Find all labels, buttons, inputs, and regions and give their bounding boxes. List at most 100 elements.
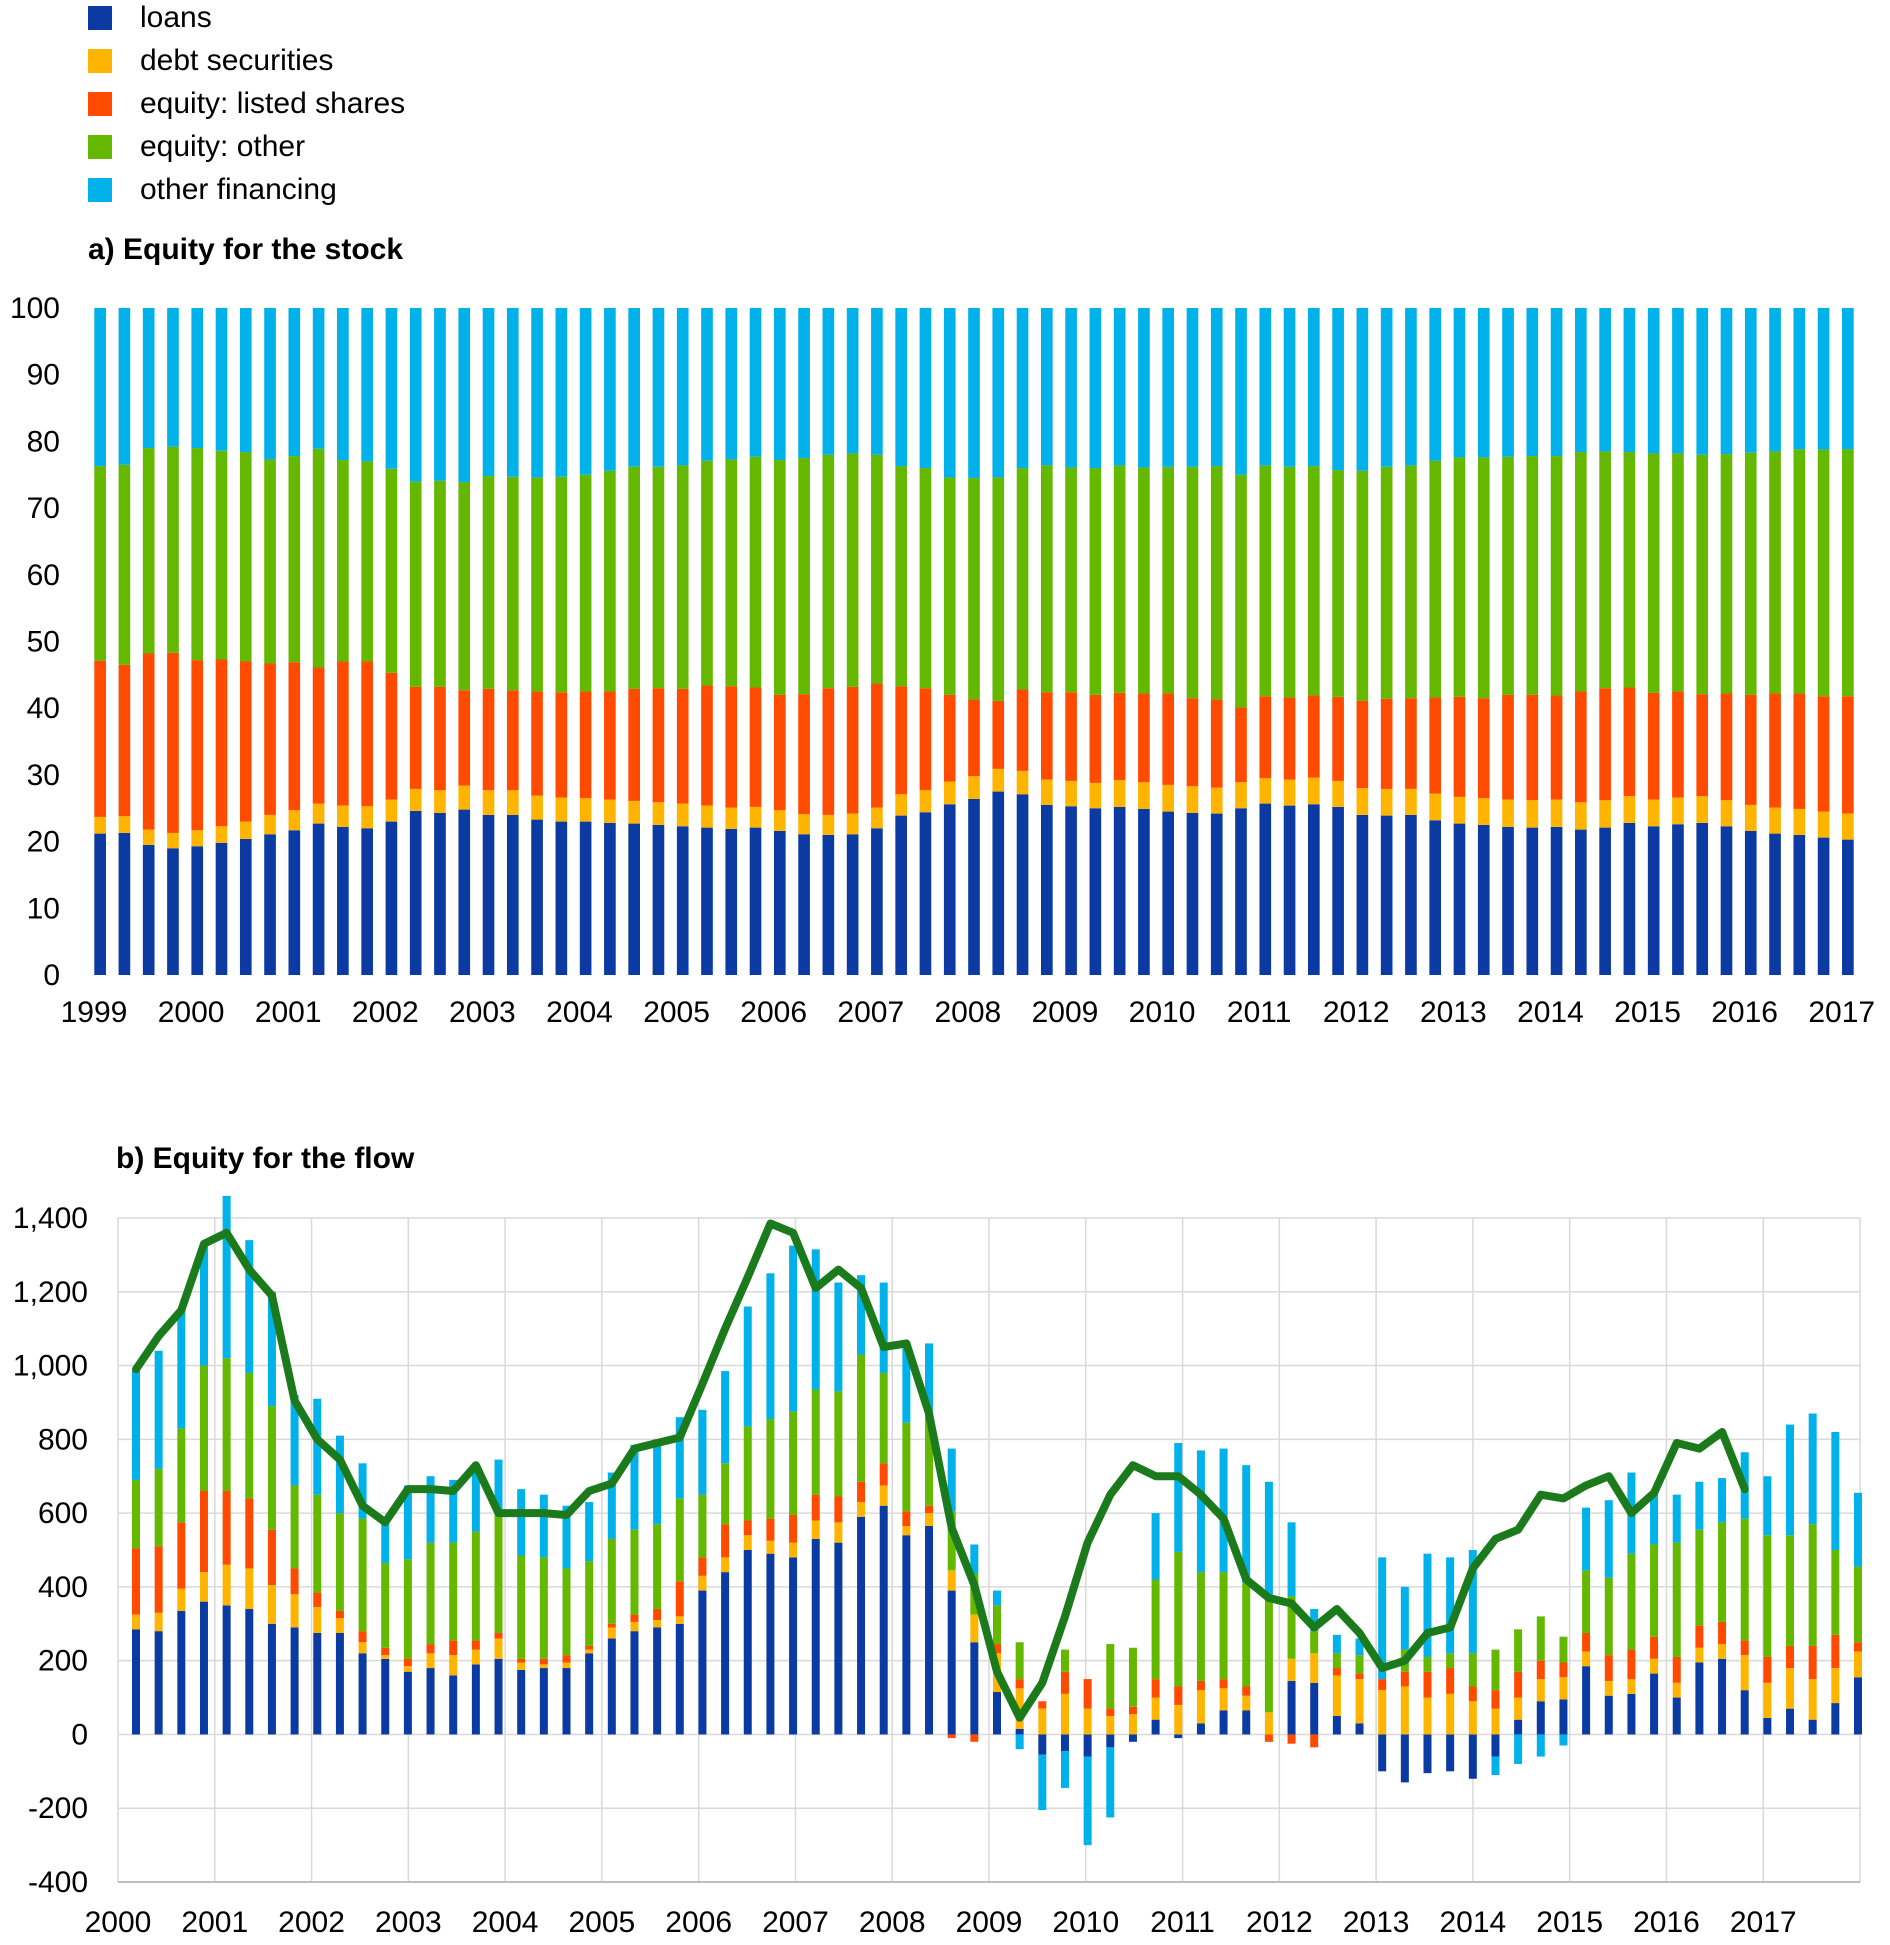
stock-bar-other-financing: [531, 308, 543, 478]
flow-bar-loans: [766, 1553, 775, 1735]
flow-bar-other-financing: [1106, 1747, 1115, 1818]
stock-bar-other-financing: [1575, 308, 1587, 453]
flow-bar-debt-securities: [1106, 1716, 1115, 1735]
stock-bar-equity-other: [919, 468, 932, 689]
flow-bar-other-financing: [471, 1465, 480, 1532]
flow-x-tick-label: 2013: [1343, 1906, 1410, 1939]
stock-bar-loans: [1647, 826, 1660, 975]
stock-bar-equity-listed-shares: [871, 683, 883, 808]
stock-bar-equity-listed-shares: [1744, 694, 1757, 805]
flow-bar-equity-other: [426, 1542, 435, 1645]
stock-bar-other-financing: [871, 308, 883, 455]
flow-y-tick-label: 1,000: [13, 1350, 88, 1383]
stock-bar-loans: [1308, 804, 1320, 975]
flow-bar-equity-listed-shares: [335, 1610, 344, 1619]
stock-bar-other-financing: [1113, 308, 1126, 466]
flow-bar-debt-securities: [426, 1653, 435, 1669]
stock-bar-other-financing: [1526, 308, 1539, 457]
stock-bar-loans: [118, 832, 131, 975]
flow-bar-other-financing: [1219, 1448, 1228, 1573]
stock-bar-other-financing: [1186, 308, 1199, 467]
stock-bar-equity-listed-shares: [434, 686, 446, 791]
stock-bar-debt-securities: [118, 816, 131, 833]
stock-bar-equity-listed-shares: [215, 659, 228, 827]
stock-bar-debt-securities: [992, 768, 1005, 792]
stock-bar-equity-other: [1138, 467, 1150, 694]
flow-bar-equity-listed-shares: [653, 1609, 662, 1621]
stock-bar-equity-listed-shares: [798, 694, 810, 815]
stock-bar-equity-other: [798, 458, 810, 695]
flow-bar-equity-listed-shares: [1468, 1686, 1477, 1702]
stock-bar-equity-other: [215, 450, 228, 660]
flow-bar-equity-listed-shares: [1808, 1645, 1817, 1680]
stock-bar-debt-securities: [676, 803, 689, 827]
flow-bar-debt-securities: [1650, 1658, 1659, 1674]
flow-bar-equity-listed-shares: [471, 1640, 480, 1650]
flow-bar-other-financing: [1582, 1507, 1591, 1571]
stock-bar-equity-listed-shares: [1405, 698, 1417, 789]
stock-bar-loans: [458, 809, 471, 975]
stock-bar-loans: [749, 827, 762, 975]
stock-bar-equity-other: [1599, 451, 1611, 689]
flow-bar-debt-securities: [585, 1649, 594, 1654]
flow-bar-debt-securities: [1378, 1690, 1387, 1735]
flow-y-tick-label: -400: [28, 1866, 88, 1899]
flow-bar-debt-securities: [199, 1572, 208, 1602]
stock-bar-other-financing: [943, 308, 956, 478]
flow-bar-equity-other: [290, 1485, 299, 1569]
stock-bar-debt-securities: [312, 803, 325, 824]
flow-bar-debt-securities: [1582, 1651, 1591, 1667]
flow-bar-other-financing: [721, 1371, 730, 1464]
flow-bar-equity-listed-shares: [267, 1529, 276, 1586]
flow-bar-equity-listed-shares: [1060, 1671, 1069, 1694]
stock-x-tick-label: 2015: [1614, 996, 1681, 1029]
stock-bar-debt-securities: [1380, 788, 1393, 816]
stock-bar-equity-other: [749, 456, 762, 688]
flow-bar-equity-other: [199, 1365, 208, 1491]
stock-bar-other-financing: [1065, 308, 1077, 468]
stock-bar-debt-securities: [385, 799, 398, 822]
legend-label-listed-shares: equity: listed shares: [140, 87, 406, 120]
flow-bar-equity-other: [743, 1426, 752, 1521]
stock-bar-debt-securities: [749, 806, 762, 828]
stock-bar-loans: [1793, 834, 1806, 975]
stock-bar-loans: [215, 842, 228, 975]
stock-bar-loans: [1089, 808, 1102, 975]
flow-bar-equity-listed-shares: [1491, 1690, 1500, 1709]
flow-bar-debt-securities: [811, 1520, 820, 1539]
stock-bar-debt-securities: [1502, 799, 1514, 827]
flow-bar-equity-listed-shares: [1559, 1662, 1568, 1678]
stock-bar-equity-other: [1380, 466, 1393, 699]
stock-bar-equity-listed-shares: [1696, 694, 1709, 797]
stock-bar-equity-listed-shares: [701, 685, 713, 806]
stock-bar-other-financing: [1308, 308, 1320, 467]
flow-bar-debt-securities: [1514, 1697, 1523, 1720]
flow-bar-equity-listed-shares: [1718, 1621, 1727, 1645]
flow-y-tick-label: 600: [38, 1497, 88, 1530]
stock-bar-debt-securities: [1477, 798, 1490, 825]
flow-bar-loans: [1038, 1734, 1047, 1755]
flow-bar-equity-other: [1468, 1653, 1477, 1687]
stock-bar-equity-other: [1405, 465, 1417, 699]
flow-bar-debt-securities: [743, 1535, 752, 1550]
legend-swatch-debt-securities: [88, 49, 112, 73]
flow-bar-loans: [177, 1610, 186, 1735]
stock-bar-debt-securities: [1235, 782, 1247, 809]
stock-bar-debt-securities: [1356, 788, 1369, 815]
flow-bar-other-financing: [403, 1485, 412, 1560]
flow-bar-debt-securities: [1763, 1682, 1772, 1718]
stock-bar-equity-listed-shares: [1040, 692, 1053, 780]
flow-bar-equity-listed-shares: [1128, 1706, 1137, 1715]
flow-bar-equity-listed-shares: [902, 1511, 911, 1527]
flow-bar-loans: [245, 1609, 254, 1735]
stock-bar-debt-securities: [191, 830, 204, 847]
flow-bar-equity-listed-shares: [1604, 1655, 1613, 1681]
flow-bar-loans: [517, 1669, 526, 1735]
stock-bar-debt-securities: [1842, 813, 1854, 840]
stock-bar-loans: [1016, 794, 1029, 975]
stock-bar-debt-securities: [895, 794, 908, 816]
stock-bar-debt-securities: [1623, 796, 1636, 823]
stock-bar-debt-securities: [1040, 779, 1053, 805]
flow-bar-equity-other: [403, 1559, 412, 1659]
stock-bar-equity-listed-shares: [288, 662, 301, 811]
